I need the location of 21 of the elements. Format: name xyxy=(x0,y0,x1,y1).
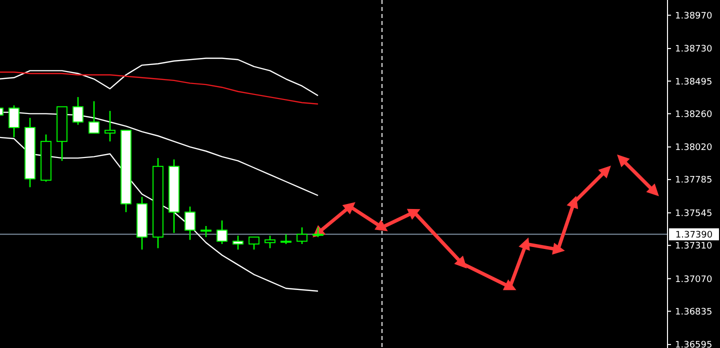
y-tick-label: 1.37785 xyxy=(675,176,712,186)
y-tick-label: 1.37310 xyxy=(675,242,712,252)
candlestick xyxy=(216,220,228,245)
y-tick-label: 1.38020 xyxy=(675,143,712,154)
candlestick xyxy=(264,235,276,249)
candlestick xyxy=(296,226,308,245)
candlestick xyxy=(280,234,292,245)
y-tick-label: 1.37070 xyxy=(675,274,712,285)
y-tick-label: 1.38495 xyxy=(675,77,712,88)
y-tick-label: 1.36595 xyxy=(675,340,712,348)
y-tick-label: 1.38730 xyxy=(675,44,712,55)
ref-line-label: 1.37390 xyxy=(675,230,713,240)
y-tick-label: 1.36835 xyxy=(675,307,712,318)
candlestick xyxy=(104,110,116,142)
candlestick xyxy=(248,236,260,250)
candlestick xyxy=(232,235,244,250)
y-tick-label: 1.38260 xyxy=(675,110,712,120)
y-tick-label: 1.37545 xyxy=(675,208,712,219)
candlestick xyxy=(184,206,196,241)
y-tick-label: 1.38970 xyxy=(675,11,712,22)
candlestick xyxy=(200,225,212,238)
